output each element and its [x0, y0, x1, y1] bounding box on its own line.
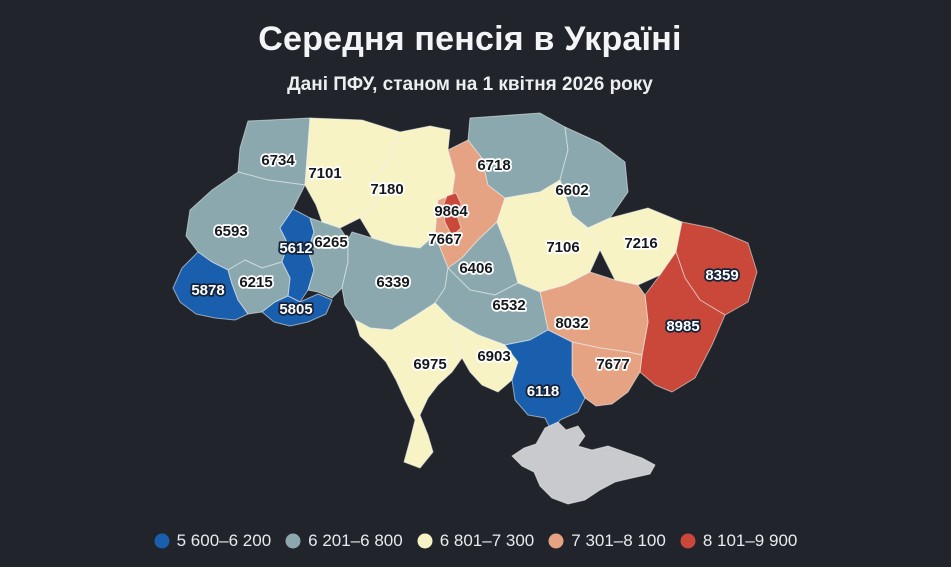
- region-value-label-chernihiv: 6718: [477, 157, 510, 174]
- region-value-label-donetsk: 8985: [666, 318, 699, 335]
- legend-swatch: [680, 533, 696, 549]
- region-value-label-mykolaiv: 6903: [477, 348, 510, 365]
- legend-swatch-icon: [548, 533, 564, 549]
- region-value-label-kharkiv: 7216: [624, 235, 657, 252]
- page-title: Середня пенсія в Україні: [258, 20, 682, 58]
- region-value-label-lviv: 6593: [214, 223, 247, 240]
- legend-label: 6 801–7 300: [439, 531, 535, 550]
- region-kharkiv: [587, 207, 683, 286]
- region-value-label-vinnytsia: 6339: [376, 274, 409, 291]
- legend-swatch: [154, 533, 170, 549]
- region-value-label-chernivtsi: 5805: [279, 301, 312, 318]
- legend-swatch: [548, 533, 564, 549]
- legend: 5 600–6 200 6 201–6 800 6 801–7 300 7 301–8…: [0, 531, 951, 551]
- region-value-label-luhansk: 8359: [705, 267, 738, 284]
- region-value-label-volyn: 6734: [261, 152, 295, 169]
- legend-item: 6 801–7 300: [417, 531, 535, 551]
- region-odesa: [354, 302, 463, 469]
- legend-label: 8 101–9 900: [702, 531, 798, 550]
- legend-label: 5 600–6 200: [176, 531, 272, 550]
- region-value-label-kyiv-city: 9864: [434, 203, 468, 220]
- region-value-label-zakarpattia: 5878: [191, 282, 224, 299]
- region-kherson: [504, 329, 586, 433]
- legend-swatch-icon: [285, 533, 301, 549]
- legend-item: 7 301–8 100: [548, 531, 666, 551]
- region-value-label-sumy: 6602: [555, 182, 588, 199]
- region-value-label-zhytomyr: 7180: [370, 181, 403, 198]
- legend-label: 6 201–6 800: [308, 531, 403, 550]
- legend-swatch-icon: [154, 533, 170, 549]
- page-subtitle: Дані ПФУ, станом на 1 квітня 2026 року: [287, 74, 653, 95]
- region-value-label-odesa: 6975: [413, 356, 446, 373]
- legend-swatch-icon: [417, 533, 433, 549]
- legend-item: 8 101–9 900: [680, 531, 798, 551]
- legend-swatch: [285, 533, 301, 549]
- region-value-label-khmelnytskyi: 6265: [314, 234, 347, 251]
- region-value-label-kyiv-oblast: 7667: [428, 231, 461, 248]
- region-value-label-kherson: 6118: [527, 383, 560, 400]
- region-chernivtsi: [261, 293, 333, 327]
- region-value-label-cherkasy: 6406: [459, 260, 492, 277]
- region-crimea: [511, 421, 656, 505]
- region-value-label-zaporizhzhia: 7677: [596, 356, 629, 373]
- region-value-label-ivano-frankivsk: 6215: [239, 274, 272, 291]
- legend-swatch-icon: [680, 533, 696, 549]
- legend-swatch: [417, 533, 433, 549]
- region-kyiv-city: [442, 192, 462, 237]
- region-khmelnytskyi: [307, 217, 349, 299]
- region-value-label-rivne: 7101: [308, 165, 341, 182]
- legend-item: 6 201–6 800: [285, 531, 403, 551]
- region-value-label-poltava: 7106: [546, 239, 579, 256]
- legend-item: 5 600–6 200: [154, 531, 272, 551]
- region-value-label-kirovohrad: 6532: [492, 297, 525, 314]
- region-value-label-ternopil: 5612: [279, 240, 312, 257]
- legend-label: 7 301–8 100: [571, 531, 666, 550]
- region-value-label-dnipropetrovsk: 8032: [555, 315, 588, 332]
